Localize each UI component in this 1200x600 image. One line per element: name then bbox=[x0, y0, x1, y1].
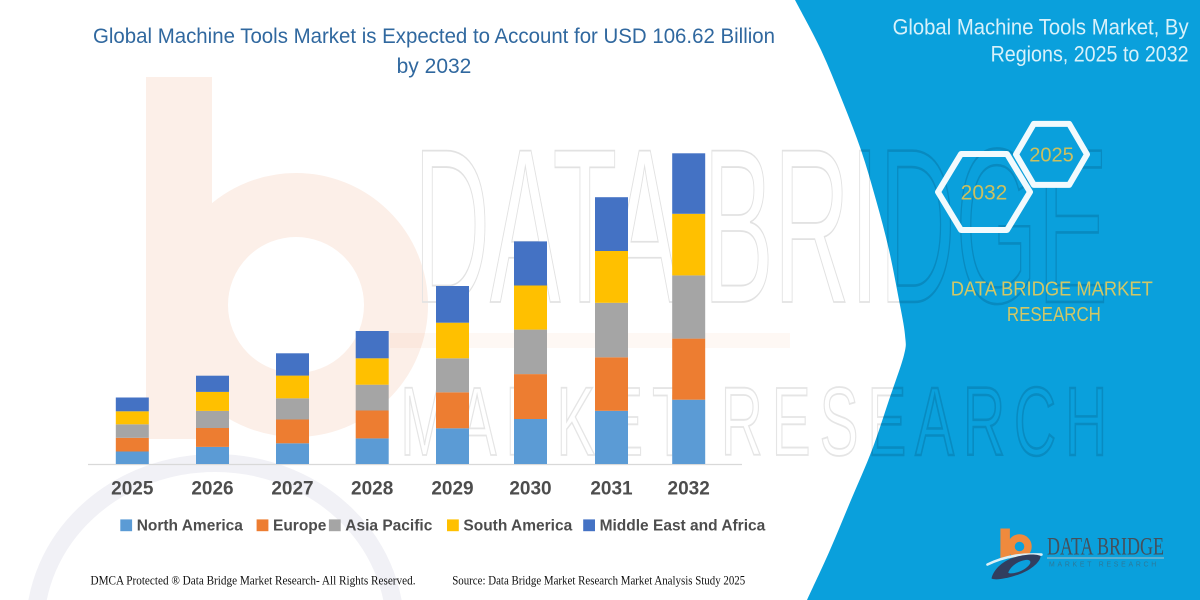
svg-text:Global Machine Tools Market, B: Global Machine Tools Market, By bbox=[893, 15, 1189, 40]
svg-text:DATA BRIDGE: DATA BRIDGE bbox=[1047, 534, 1164, 561]
svg-text:Asia Pacific: Asia Pacific bbox=[345, 518, 432, 535]
svg-text:South America: South America bbox=[463, 518, 572, 535]
svg-text:2029: 2029 bbox=[431, 479, 473, 500]
svg-text:2032: 2032 bbox=[668, 479, 710, 500]
svg-text:North America: North America bbox=[137, 518, 244, 535]
svg-text:2026: 2026 bbox=[191, 479, 233, 500]
svg-text:2027: 2027 bbox=[271, 479, 313, 500]
svg-text:Source: Data Bridge Market Res: Source: Data Bridge Market Research Mark… bbox=[452, 573, 745, 588]
svg-text:2032: 2032 bbox=[961, 182, 1008, 205]
svg-text:Middle East and Africa: Middle East and Africa bbox=[600, 518, 766, 535]
svg-text:Global Machine Tools Market is: Global Machine Tools Market is Expected … bbox=[93, 25, 775, 48]
svg-text:by 2032: by 2032 bbox=[397, 55, 472, 78]
svg-text:2028: 2028 bbox=[351, 479, 393, 500]
svg-text:2025: 2025 bbox=[1029, 144, 1074, 166]
svg-text:Regions, 2025 to 2032: Regions, 2025 to 2032 bbox=[991, 42, 1189, 67]
svg-text:MARKET RESEARCH: MARKET RESEARCH bbox=[1049, 562, 1159, 569]
svg-text:Europe: Europe bbox=[273, 518, 327, 535]
svg-text:2025: 2025 bbox=[111, 479, 154, 500]
svg-text:DMCA Protected ® Data Bridge M: DMCA Protected ® Data Bridge Market Rese… bbox=[91, 573, 416, 588]
svg-text:DATA BRIDGE MARKET: DATA BRIDGE MARKET bbox=[951, 279, 1153, 301]
svg-text:RESEARCH: RESEARCH bbox=[1007, 304, 1101, 326]
svg-text:2031: 2031 bbox=[590, 479, 633, 500]
svg-text:2030: 2030 bbox=[509, 479, 551, 500]
